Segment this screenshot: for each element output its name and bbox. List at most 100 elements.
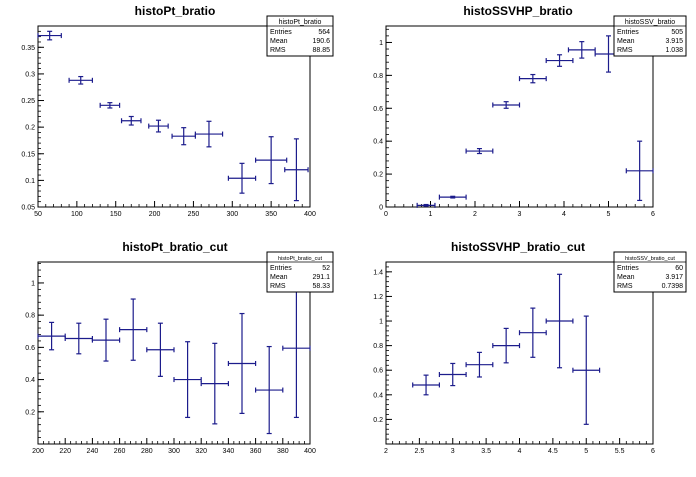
x-tick-label: 5.5: [615, 448, 625, 455]
stats-box-frame: [613, 15, 687, 57]
x-tick-label: 300: [168, 448, 180, 455]
y-tick-label: 0.3: [25, 71, 35, 78]
x-tick-label: 3.5: [481, 448, 491, 455]
y-tick-label: 0: [379, 205, 383, 212]
stats-box-name: histoSSV_bratio_cut: [625, 256, 675, 262]
data-point: [465, 351, 494, 378]
chart-1: histoPt_bratio 50 100 150 200 250 300 350 400 0.0…: [21, 4, 334, 218]
stats-label: RMS: [617, 47, 633, 54]
data-point: [284, 138, 309, 202]
stats-value: 291.1: [312, 274, 330, 281]
y-tick-label: 0.8: [25, 313, 35, 320]
stats-box-frame: [613, 251, 687, 293]
data-point: [492, 327, 521, 364]
data-point: [412, 374, 440, 396]
data-point: [567, 41, 596, 59]
data-point: [438, 194, 467, 200]
x-tick-label: 3: [518, 211, 522, 218]
data-point: [148, 119, 169, 133]
stats-box-name: histoPt_bratio: [279, 19, 322, 26]
stats-label: Entries: [617, 265, 639, 272]
plot-frame: [385, 25, 654, 208]
y-tick-label: 0.4: [373, 139, 383, 146]
data-point: [518, 73, 547, 84]
data-point: [545, 273, 574, 369]
stats-value: 0.7398: [662, 283, 684, 290]
chart-title: histoPt_bratio_cut: [122, 240, 227, 254]
x-tick-label: 220: [59, 448, 71, 455]
x-tick-label: 4.5: [548, 448, 558, 455]
data-point: [492, 101, 521, 109]
y-tick-label: 0.2: [373, 417, 383, 424]
x-tick-label: 2: [473, 211, 477, 218]
stats-box-frame: [266, 15, 334, 57]
x-tick-label: 350: [265, 211, 277, 218]
stats-value: 505: [671, 29, 683, 36]
x-tick-label: 6: [651, 211, 655, 218]
stats-label: Entries: [270, 265, 292, 272]
data-point: [171, 127, 196, 146]
y-tick-label: 0.35: [21, 45, 35, 52]
y-tick-label: 1: [379, 40, 383, 47]
data-point: [173, 341, 202, 419]
data-point: [625, 140, 654, 202]
y-tick-label: 0.6: [373, 368, 383, 375]
x-tick-label: 5: [584, 448, 588, 455]
chart-title: histoSSVHP_bratio_cut: [451, 240, 585, 254]
x-tick-label: 240: [87, 448, 99, 455]
chart-title: histoPt_bratio: [135, 4, 216, 18]
y-tick-label: 1: [379, 319, 383, 326]
x-tick-label: 250: [188, 211, 200, 218]
data-point: [64, 322, 94, 355]
stats-box-name: histoSSV_bratio: [625, 19, 675, 26]
data-point: [465, 147, 494, 155]
x-tick-label: 4: [518, 448, 522, 455]
data-point: [518, 307, 547, 358]
x-tick-label: 50: [34, 211, 42, 218]
x-tick-label: 150: [110, 211, 122, 218]
stats-label: RMS: [270, 283, 286, 290]
stats-label: Entries: [270, 29, 292, 36]
data-point: [438, 362, 467, 387]
data-point: [255, 136, 288, 185]
x-tick-label: 100: [71, 211, 83, 218]
x-tick-label: 320: [195, 448, 207, 455]
stats-box: histoPt_bratio Entries 564 Mean 190.6 RMS 88.8…: [266, 15, 334, 57]
stats-label: Mean: [270, 38, 288, 45]
x-tick-label: 280: [141, 448, 153, 455]
data-point: [99, 102, 121, 109]
data-point: [146, 322, 175, 377]
data-point: [37, 321, 66, 351]
data-point: [118, 298, 148, 361]
stats-label: Mean: [617, 274, 635, 281]
x-tick-label: 3: [451, 448, 455, 455]
y-tick-label: 0.6: [25, 345, 35, 352]
stats-value: 60: [675, 265, 683, 272]
stats-box-name: histoPt_bratio_cut: [278, 256, 322, 262]
y-tick-label: 0.2: [373, 172, 383, 179]
y-tick-label: 0.4: [25, 377, 35, 384]
stats-label: RMS: [617, 283, 633, 290]
x-tick-label: 1: [429, 211, 433, 218]
stats-value: 52: [322, 265, 330, 272]
x-tick-label: 4: [562, 211, 566, 218]
x-tick-label: 380: [277, 448, 289, 455]
y-tick-label: 0.6: [373, 106, 383, 113]
stats-box: histoSSV_bratio Entries 505 Mean 3.915 RMS 1.0…: [613, 15, 687, 57]
x-tick-label: 5: [607, 211, 611, 218]
x-tick-label: 300: [226, 211, 238, 218]
data-point: [68, 75, 94, 85]
y-tick-label: 0.05: [21, 205, 35, 212]
y-tick-label: 0.8: [373, 73, 383, 80]
y-tick-label: 1.4: [373, 269, 383, 276]
data-point: [572, 315, 601, 425]
y-tick-label: 0.25: [21, 98, 35, 105]
stats-value: 58.33: [312, 283, 330, 290]
x-tick-label: 6: [651, 448, 655, 455]
chart-3: histoPt_bratio_cut 200 220 240 260 280 300 320 3…: [25, 240, 334, 455]
stats-value: 564: [318, 29, 330, 36]
stats-value: 1.038: [665, 47, 683, 54]
stats-value: 3.917: [665, 274, 683, 281]
